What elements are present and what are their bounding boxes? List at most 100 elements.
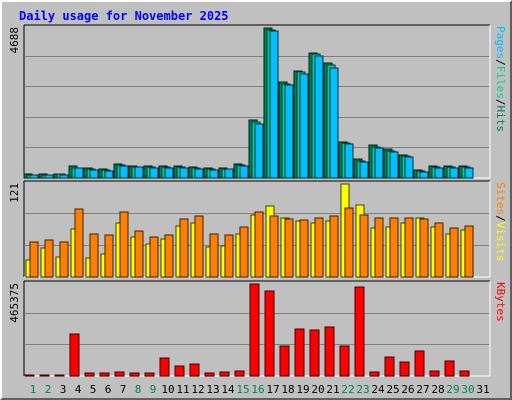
bar-kbytes-day-4	[69, 333, 80, 377]
bar-kbytes-day-3	[54, 374, 65, 377]
bar-pages-day-16	[254, 123, 264, 179]
bar-sites-day-17	[269, 215, 279, 278]
bar-pages-day-7	[119, 165, 129, 179]
bar-kbytes-day-19	[294, 328, 305, 377]
bar-pages-day-15	[239, 165, 249, 179]
x-tick-label-day-10: 10	[161, 383, 174, 396]
bar-pages-day-8	[134, 166, 144, 179]
x-tick-label-day-12: 12	[191, 383, 204, 396]
y-max-label-visits: 121	[8, 183, 21, 203]
bar-sites-day-5	[89, 233, 99, 278]
bar-sites-day-16	[254, 211, 264, 278]
x-tick-label-day-2: 2	[45, 383, 52, 396]
bar-pages-day-4	[74, 167, 84, 179]
legend-hits: Pages/Files/Hits	[494, 26, 507, 132]
bar-sites-day-3	[59, 241, 69, 278]
x-tick-label-day-16: 16	[251, 383, 264, 396]
bar-sites-day-20	[314, 217, 324, 278]
bar-pages-day-17	[269, 30, 279, 179]
x-tick-label-day-13: 13	[206, 383, 219, 396]
bar-pages-day-28	[434, 167, 444, 179]
bar-pages-day-20	[314, 55, 324, 179]
bar-kbytes-day-6	[99, 372, 110, 377]
bar-sites-day-26	[404, 217, 414, 278]
bar-kbytes-day-25	[384, 356, 395, 377]
bar-sites-day-29	[449, 227, 459, 278]
bar-pages-day-12	[194, 168, 204, 179]
bar-sites-day-2	[44, 239, 54, 278]
bar-sites-day-24	[374, 217, 384, 278]
bar-sites-day-4	[74, 208, 84, 278]
bar-kbytes-day-29	[444, 360, 455, 377]
x-tick-label-day-29: 29	[446, 383, 459, 396]
y-max-label-hits: 4688	[8, 27, 21, 54]
bar-pages-day-14	[224, 168, 234, 179]
x-tick-label-day-19: 19	[296, 383, 309, 396]
bar-sites-day-19	[299, 219, 309, 278]
x-tick-label-day-25: 25	[386, 383, 399, 396]
bar-pages-day-10	[164, 167, 174, 179]
bar-pages-day-9	[149, 167, 159, 179]
bar-pages-day-13	[209, 169, 219, 179]
bar-sites-day-27	[419, 218, 429, 278]
x-tick-label-day-22: 22	[341, 383, 354, 396]
x-tick-label-day-4: 4	[75, 383, 82, 396]
x-tick-label-day-17: 17	[266, 383, 279, 396]
bar-kbytes-day-12	[189, 363, 200, 377]
bar-sites-day-25	[389, 217, 399, 278]
bar-sites-day-7	[119, 211, 129, 278]
x-tick-label-day-5: 5	[90, 383, 97, 396]
bar-pages-day-1	[29, 174, 39, 179]
bar-kbytes-day-2	[39, 374, 50, 377]
bar-kbytes-day-15	[234, 370, 245, 377]
bar-kbytes-day-22	[339, 345, 350, 377]
x-tick-label-day-7: 7	[120, 383, 127, 396]
legend-separator: /	[494, 99, 507, 106]
legend-visits: Sites/Visits	[494, 182, 507, 262]
bar-pages-day-18	[284, 84, 294, 179]
bar-pages-day-22	[344, 143, 354, 179]
bar-pages-day-24	[374, 147, 384, 179]
bar-pages-day-11	[179, 167, 189, 179]
bar-sites-day-10	[164, 234, 174, 278]
legend-separator: /	[494, 59, 507, 66]
bar-sites-day-15	[239, 226, 249, 278]
bar-kbytes-day-8	[129, 372, 140, 377]
bar-sites-day-18	[284, 218, 294, 278]
bar-kbytes-day-16	[249, 283, 260, 377]
bar-pages-day-30	[464, 167, 474, 179]
bar-pages-day-6	[104, 170, 114, 179]
bar-pages-day-23	[359, 161, 369, 179]
bar-sites-day-22	[344, 207, 354, 278]
x-tick-label-day-1: 1	[30, 383, 37, 396]
bar-kbytes-day-1	[24, 374, 35, 377]
bar-kbytes-day-14	[219, 371, 230, 377]
x-tick-label-day-28: 28	[431, 383, 444, 396]
bar-kbytes-day-5	[84, 372, 95, 377]
bar-kbytes-day-10	[159, 357, 170, 377]
bar-kbytes-day-18	[279, 345, 290, 377]
bar-kbytes-day-9	[144, 372, 155, 377]
bar-sites-day-6	[104, 234, 114, 278]
bar-pages-day-21	[329, 67, 339, 179]
bar-kbytes-day-21	[324, 326, 335, 377]
bar-kbytes-day-30	[459, 370, 470, 377]
bar-kbytes-day-20	[309, 329, 320, 377]
x-tick-label-day-31: 31	[476, 383, 489, 396]
x-tick-label-day-20: 20	[311, 383, 324, 396]
bar-sites-day-8	[134, 230, 144, 278]
x-tick-label-day-9: 9	[150, 383, 157, 396]
bar-kbytes-day-26	[399, 361, 410, 377]
bar-sites-day-12	[194, 215, 204, 278]
bar-pages-day-27	[419, 171, 429, 179]
x-tick-label-day-11: 11	[176, 383, 189, 396]
chart-title: Daily usage for November 2025	[19, 9, 229, 23]
bar-sites-day-1	[29, 241, 39, 278]
legend-item-files: Files	[494, 66, 507, 99]
bar-kbytes-day-28	[429, 370, 440, 377]
x-tick-label-day-21: 21	[326, 383, 339, 396]
bar-pages-day-3	[59, 174, 69, 179]
x-tick-label-day-26: 26	[401, 383, 414, 396]
